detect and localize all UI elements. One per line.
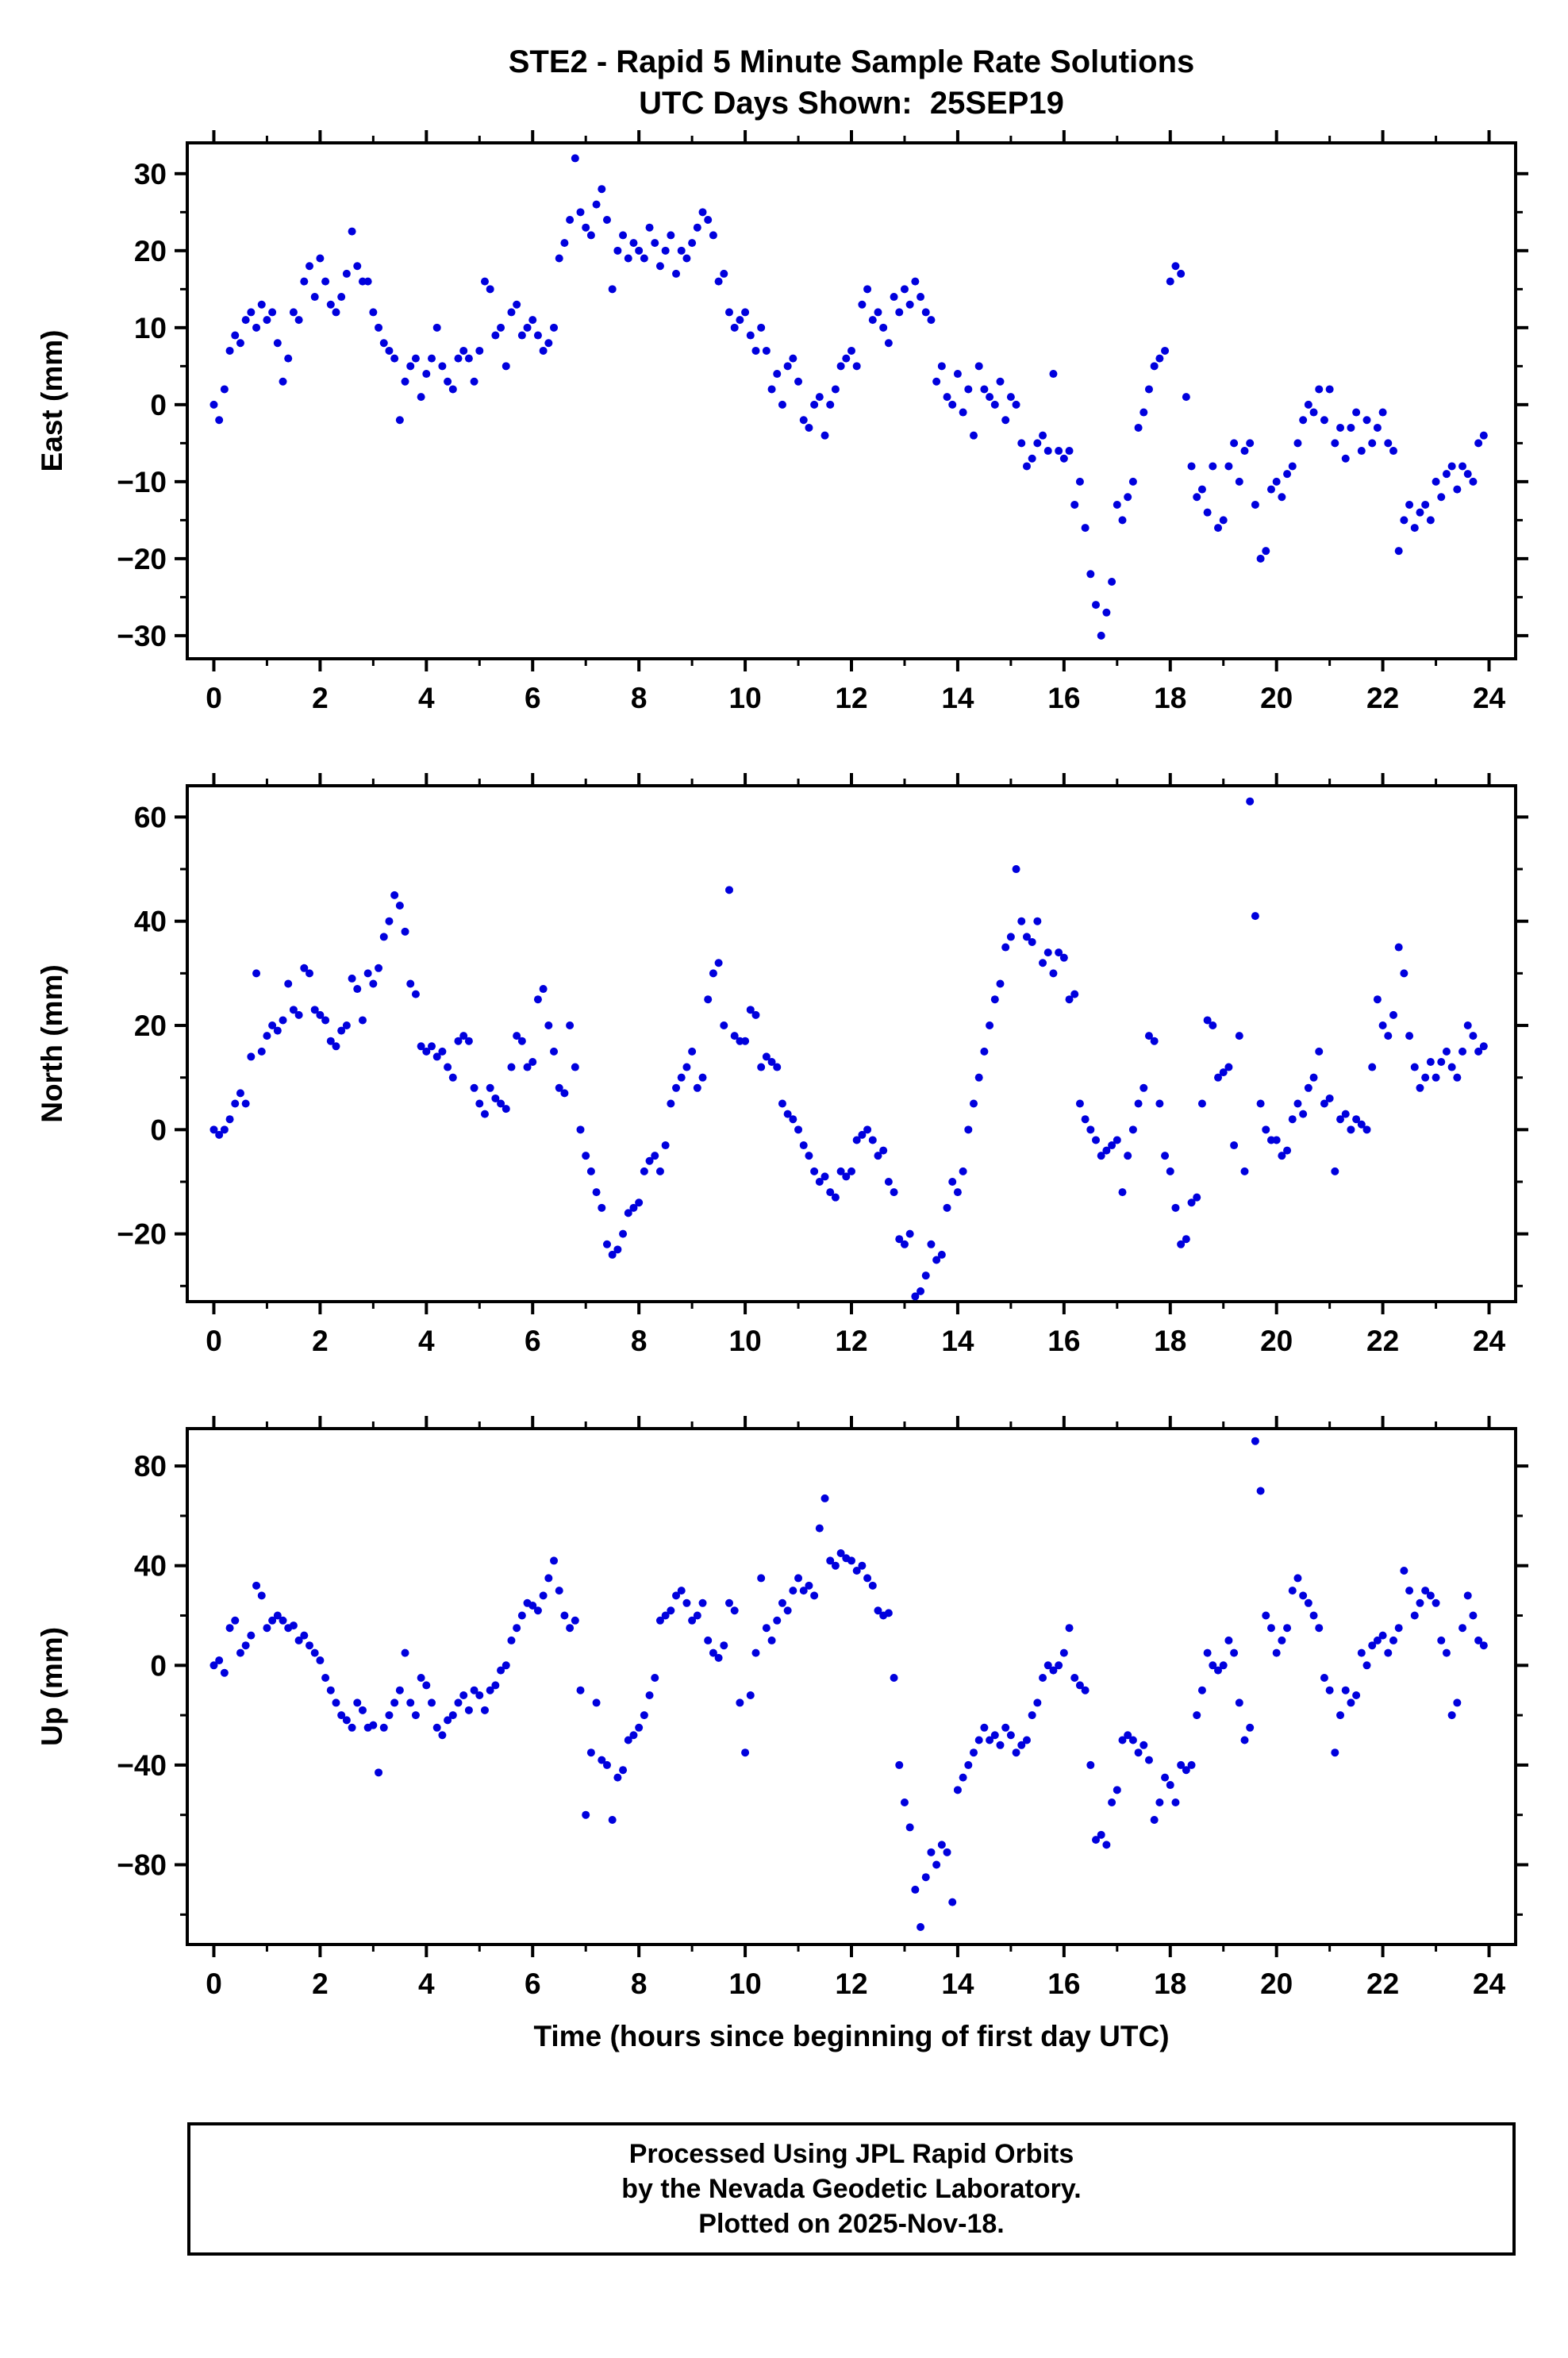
svg-text:20: 20 — [1260, 682, 1293, 714]
footer-line1: Processed Using JPL Rapid Orbits — [628, 2139, 1074, 2169]
svg-text:0: 0 — [150, 1649, 167, 1682]
svg-text:18: 18 — [1154, 682, 1186, 714]
svg-text:14: 14 — [941, 682, 974, 714]
svg-text:2: 2 — [312, 1325, 329, 1357]
svg-text:10: 10 — [729, 1325, 762, 1357]
svg-text:22: 22 — [1366, 1968, 1399, 2000]
footer-box: Processed Using JPL Rapid Orbits by the … — [187, 2122, 1516, 2256]
svg-text:18: 18 — [1154, 1968, 1186, 2000]
chart-title-block: STE2 - Rapid 5 Minute Sample Rate Soluti… — [187, 41, 1516, 124]
svg-text:10: 10 — [729, 682, 762, 714]
chart-title-line2: UTC Days Shown: 25SEP19 — [639, 86, 1064, 121]
svg-text:24: 24 — [1473, 1325, 1506, 1357]
svg-text:16: 16 — [1047, 1968, 1080, 2000]
svg-text:14: 14 — [941, 1325, 974, 1357]
svg-text:0: 0 — [206, 1325, 222, 1357]
svg-text:22: 22 — [1366, 1325, 1399, 1357]
svg-text:40: 40 — [134, 906, 167, 938]
svg-text:−20: −20 — [117, 1218, 167, 1251]
svg-text:2: 2 — [312, 1968, 329, 2000]
svg-text:10: 10 — [729, 1968, 762, 2000]
svg-text:20: 20 — [134, 1010, 167, 1042]
svg-text:8: 8 — [631, 1325, 648, 1357]
x-axis-label: Time (hours since beginning of first day… — [533, 2020, 1170, 2052]
svg-text:−20: −20 — [117, 543, 167, 575]
svg-text:60: 60 — [134, 801, 167, 833]
svg-text:24: 24 — [1473, 682, 1506, 714]
svg-text:8: 8 — [631, 682, 648, 714]
svg-text:12: 12 — [835, 682, 867, 714]
svg-text:12: 12 — [835, 1325, 867, 1357]
svg-text:16: 16 — [1047, 1325, 1080, 1357]
svg-text:4: 4 — [418, 682, 435, 714]
svg-text:14: 14 — [941, 1968, 974, 2000]
footer-line3: Plotted on 2025-Nov-18. — [698, 2209, 1005, 2239]
svg-text:80: 80 — [134, 1450, 167, 1483]
svg-text:2: 2 — [312, 682, 329, 714]
svg-text:40: 40 — [134, 1550, 167, 1583]
svg-text:6: 6 — [525, 682, 541, 714]
svg-text:16: 16 — [1047, 682, 1080, 714]
svg-text:24: 24 — [1473, 1968, 1506, 2000]
svg-text:−10: −10 — [117, 466, 167, 498]
svg-text:0: 0 — [150, 389, 167, 421]
svg-text:0: 0 — [150, 1114, 167, 1146]
footer-line2: by the Nevada Geodetic Laboratory. — [621, 2174, 1082, 2204]
svg-text:North (mm): North (mm) — [36, 964, 68, 1122]
svg-text:Up (mm): Up (mm) — [36, 1627, 68, 1746]
svg-text:20: 20 — [134, 235, 167, 267]
svg-text:−80: −80 — [117, 1849, 167, 1882]
svg-text:20: 20 — [1260, 1325, 1293, 1357]
svg-text:−40: −40 — [117, 1749, 167, 1782]
svg-text:8: 8 — [631, 1968, 648, 2000]
svg-text:−30: −30 — [117, 620, 167, 652]
chart-title-line1: STE2 - Rapid 5 Minute Sample Rate Soluti… — [508, 44, 1195, 79]
east-chart-panel: 0 2 4 6 8 10 12 14 16 18 20 22 24−30−20−100102030Eas… — [36, 130, 1528, 714]
svg-text:East (mm): East (mm) — [36, 330, 68, 472]
svg-text:6: 6 — [525, 1325, 541, 1357]
svg-text:6: 6 — [525, 1968, 541, 2000]
svg-text:0: 0 — [206, 1968, 222, 2000]
svg-text:12: 12 — [835, 1968, 867, 2000]
svg-text:0: 0 — [206, 682, 222, 714]
svg-text:22: 22 — [1366, 682, 1399, 714]
svg-text:18: 18 — [1154, 1325, 1186, 1357]
svg-text:20: 20 — [1260, 1968, 1293, 2000]
svg-text:10: 10 — [134, 312, 167, 344]
svg-text:30: 30 — [134, 158, 167, 190]
svg-text:4: 4 — [418, 1968, 435, 2000]
svg-text:4: 4 — [418, 1325, 435, 1357]
